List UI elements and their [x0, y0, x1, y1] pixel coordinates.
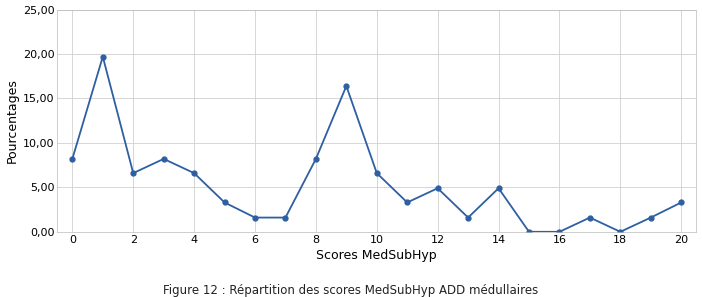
- Text: Figure 12 : Répartition des scores MedSubHyp ADD médullaires: Figure 12 : Répartition des scores MedSu…: [164, 284, 538, 297]
- Y-axis label: Pourcentages: Pourcentages: [6, 78, 18, 163]
- X-axis label: Scores MedSubHyp: Scores MedSubHyp: [317, 249, 437, 262]
